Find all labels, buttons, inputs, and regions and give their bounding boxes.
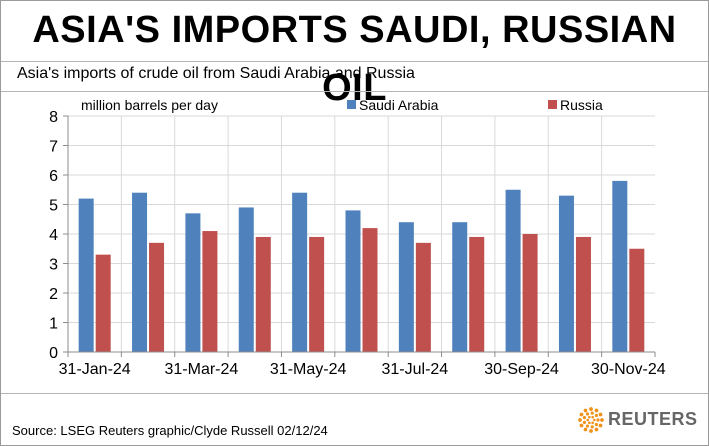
x-tick-label: 31-Jan-24 — [59, 361, 131, 378]
logo-dot — [588, 421, 591, 425]
bar-saudi — [292, 192, 308, 352]
y-tick-label: 6 — [49, 168, 58, 185]
logo-dot — [598, 412, 603, 417]
y-tick-label: 1 — [49, 316, 58, 333]
bar-russia — [255, 236, 271, 352]
reuters-dot-icon — [578, 407, 604, 433]
divider-middle — [1, 91, 708, 92]
logo-dot — [594, 427, 599, 432]
gridlines — [68, 115, 655, 352]
bar-russia — [202, 231, 218, 352]
bar-saudi — [505, 189, 521, 352]
x-tick-label: 31-Mar-24 — [165, 361, 239, 378]
logo-dot — [586, 418, 589, 422]
logo-dot — [598, 423, 603, 428]
bar-russia — [309, 236, 325, 352]
divider-bottom — [1, 393, 708, 394]
legend-swatch-russia — [548, 100, 557, 109]
logo-dot — [600, 418, 604, 422]
bars — [78, 180, 645, 352]
bar-russia — [149, 242, 165, 352]
bar-russia — [575, 236, 591, 352]
logo-dot — [582, 416, 587, 420]
x-tick-label: 30-Sep-24 — [484, 361, 559, 378]
bar-saudi — [558, 195, 574, 352]
bar-saudi — [398, 222, 414, 352]
bar-saudi — [345, 210, 361, 352]
bar-russia — [629, 248, 645, 352]
logo-dot — [593, 418, 596, 422]
logo-dot — [588, 415, 591, 419]
reuters-logo: REUTERS — [578, 405, 700, 435]
bar-russia — [95, 254, 111, 352]
bar-russia — [415, 242, 431, 352]
y-tick-label: 0 — [49, 345, 58, 362]
divider-top — [1, 61, 708, 62]
x-tick-label: 30-Nov-24 — [591, 361, 666, 378]
bar-chart: 0 1 2 3 4 5 6 7 8 31-Jan-24 31-Mar-24 31-May-24 31-J… — [49, 97, 666, 378]
logo-dot — [590, 425, 594, 429]
bar-saudi — [185, 213, 201, 352]
logo-dot — [594, 422, 598, 427]
bar-saudi — [452, 222, 468, 352]
headline: ASIA'S IMPORTS SAUDI, RUSSIAN OIL — [32, 9, 677, 109]
y-tick-label: 4 — [49, 227, 58, 244]
logo-dot — [589, 429, 593, 433]
logo-text: REUTERS — [608, 409, 698, 429]
legend: Saudi Arabia Russia — [347, 97, 603, 113]
bar-saudi — [238, 207, 254, 352]
logo-dot — [583, 408, 588, 413]
logo-dot — [585, 412, 590, 416]
chart-subtitle: Asia's imports of crude oil from Saudi A… — [17, 65, 415, 82]
bar-saudi — [612, 180, 628, 352]
legend-label-russia: Russia — [560, 97, 603, 113]
logo-dot — [585, 424, 590, 428]
logo-dot — [579, 423, 584, 428]
y-tick-label: 7 — [49, 139, 58, 156]
logo-dot — [596, 418, 600, 422]
logo-dot — [590, 411, 594, 415]
x-tick-label: 31-Jul-24 — [382, 361, 449, 378]
legend-label-saudi: Saudi Arabia — [359, 97, 439, 113]
y-tick-label: 5 — [49, 198, 58, 215]
y-axis-label: million barrels per day — [81, 97, 218, 113]
source-credit: Source: LSEG Reuters graphic/Clyde Russe… — [12, 423, 328, 438]
axes: 0 1 2 3 4 5 6 7 8 31-Jan-24 31-Mar-24 31-May-24 31-J… — [49, 109, 666, 378]
logo-dot — [594, 413, 598, 418]
logo-dot — [582, 420, 587, 424]
y-tick-label: 8 — [49, 109, 58, 126]
logo-dot — [591, 421, 594, 425]
bar-russia — [469, 236, 485, 352]
bar-saudi — [132, 192, 148, 352]
y-tick-label: 3 — [49, 257, 58, 274]
logo-dot — [591, 415, 594, 419]
logo-dot — [583, 427, 588, 432]
logo-dot — [579, 412, 584, 417]
x-tick-label: 31-May-24 — [270, 361, 347, 378]
bar-saudi — [78, 198, 94, 352]
bar-russia — [522, 234, 538, 352]
logo-dot — [589, 407, 593, 411]
logo-dot — [578, 418, 582, 422]
legend-swatch-saudi — [347, 100, 356, 109]
bar-russia — [362, 228, 378, 352]
logo-dot — [594, 408, 599, 413]
y-tick-label: 2 — [49, 286, 58, 303]
